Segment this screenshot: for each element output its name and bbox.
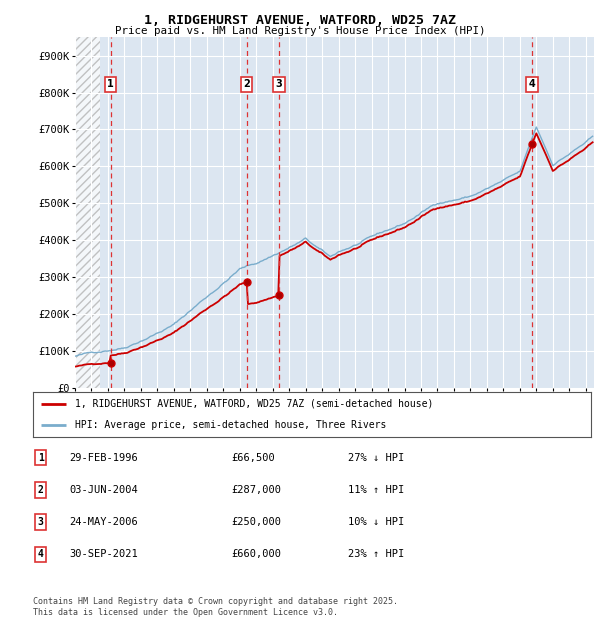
Text: 29-FEB-1996: 29-FEB-1996 [69, 453, 138, 463]
Text: 30-SEP-2021: 30-SEP-2021 [69, 549, 138, 559]
Text: 2: 2 [244, 79, 250, 89]
Text: 1: 1 [38, 453, 44, 463]
Text: £287,000: £287,000 [231, 485, 281, 495]
Text: 24-MAY-2006: 24-MAY-2006 [69, 517, 138, 527]
Text: 23% ↑ HPI: 23% ↑ HPI [348, 549, 404, 559]
Text: Price paid vs. HM Land Registry's House Price Index (HPI): Price paid vs. HM Land Registry's House … [115, 26, 485, 36]
Bar [75, 37, 100, 387]
Text: 1, RIDGEHURST AVENUE, WATFORD, WD25 7AZ: 1, RIDGEHURST AVENUE, WATFORD, WD25 7AZ [144, 14, 456, 27]
Text: 10% ↓ HPI: 10% ↓ HPI [348, 517, 404, 527]
Text: 1: 1 [107, 79, 114, 89]
Text: HPI: Average price, semi-detached house, Three Rivers: HPI: Average price, semi-detached house,… [75, 420, 386, 430]
Text: £250,000: £250,000 [231, 517, 281, 527]
Text: 3: 3 [276, 79, 283, 89]
Text: Contains HM Land Registry data © Crown copyright and database right 2025.
This d: Contains HM Land Registry data © Crown c… [33, 598, 398, 617]
Text: £660,000: £660,000 [231, 549, 281, 559]
Text: 2: 2 [38, 485, 44, 495]
Text: 1, RIDGEHURST AVENUE, WATFORD, WD25 7AZ (semi-detached house): 1, RIDGEHURST AVENUE, WATFORD, WD25 7AZ … [75, 399, 433, 409]
Text: 3: 3 [38, 517, 44, 527]
Text: 03-JUN-2004: 03-JUN-2004 [69, 485, 138, 495]
Text: £66,500: £66,500 [231, 453, 275, 463]
Text: 4: 4 [38, 549, 44, 559]
Text: 4: 4 [529, 79, 536, 89]
Text: 11% ↑ HPI: 11% ↑ HPI [348, 485, 404, 495]
Text: 27% ↓ HPI: 27% ↓ HPI [348, 453, 404, 463]
